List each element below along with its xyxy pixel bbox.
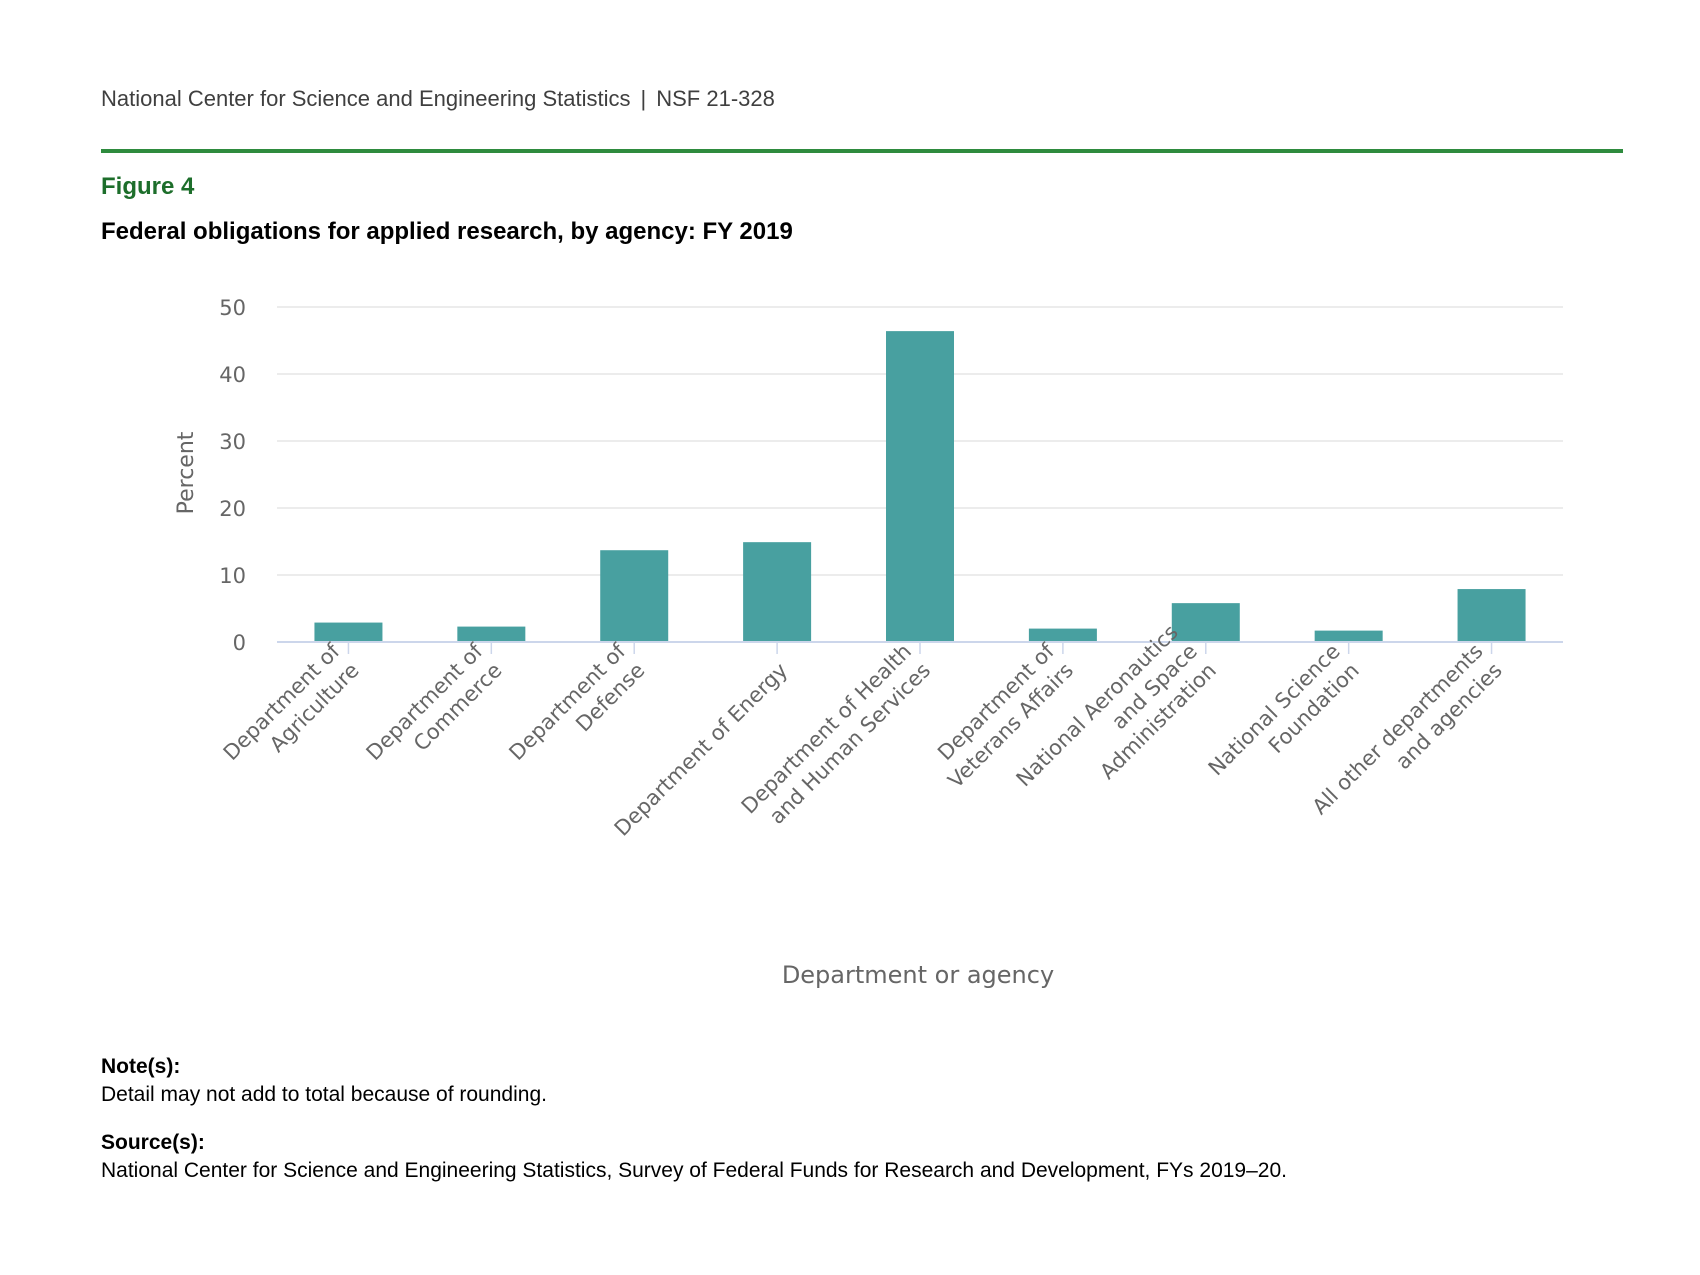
sources-heading: Source(s): (101, 1131, 205, 1154)
y-tick-label: 50 (219, 296, 246, 320)
sources-text: National Center for Science and Engineer… (101, 1159, 1287, 1182)
bar (1314, 630, 1383, 642)
bar (600, 550, 669, 642)
figure-label: Figure 4 (101, 173, 195, 200)
bar (314, 622, 383, 642)
bars (314, 331, 1526, 642)
y-tick-label: 20 (219, 497, 246, 521)
header-org: National Center for Science and Engineer… (101, 86, 631, 111)
header-rule (101, 149, 1623, 153)
x-tick-label: Department ofDefense (504, 639, 649, 784)
y-tick-label: 40 (219, 363, 246, 387)
x-tick-label: Department ofAgriculture (219, 639, 364, 784)
figure-title: Federal obligations for applied research… (101, 218, 793, 245)
notes-text: Detail may not add to total because of r… (101, 1083, 547, 1106)
bar (457, 626, 526, 642)
x-tick-label: Department ofCommerce (362, 639, 507, 784)
bar (1457, 589, 1526, 642)
sources: Source(s): National Center for Science a… (101, 1129, 1287, 1185)
x-axis-title: Department or agency (782, 961, 1054, 989)
axes (277, 641, 1563, 654)
bar (1028, 628, 1097, 642)
y-tick-label: 0 (233, 631, 246, 655)
y-axis-title: Percent (174, 431, 199, 514)
header-separator: | (640, 86, 647, 111)
y-tick-label: 10 (219, 564, 246, 588)
bar (886, 331, 954, 642)
notes: Note(s): Detail may not add to total bec… (101, 1053, 547, 1109)
bar (1171, 603, 1240, 642)
x-tick-label: Department ofVeterans Affairs (924, 639, 1078, 793)
header-report-id: NSF 21-328 (656, 86, 775, 111)
bar (743, 542, 812, 642)
notes-heading: Note(s): (101, 1055, 181, 1078)
page-header: National Center for Science and Engineer… (101, 86, 775, 112)
y-tick-label: 30 (219, 430, 246, 454)
